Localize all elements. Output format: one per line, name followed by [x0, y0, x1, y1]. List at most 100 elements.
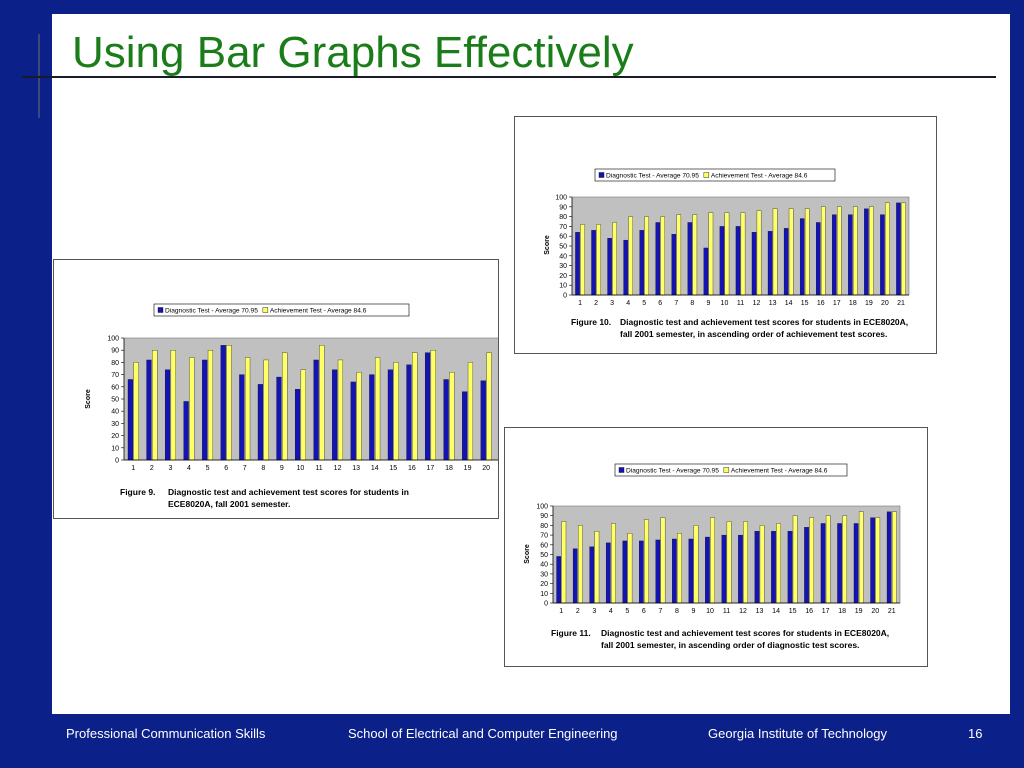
fig9-x-tick-label: 19 [464, 465, 472, 472]
fig9-bar-achievement-10 [300, 369, 306, 461]
fig9-bar-diagnostic-12 [332, 369, 338, 461]
fig10-y-tick-label: 70 [559, 224, 567, 231]
fig10-bar-achievement-19 [869, 206, 874, 296]
fig10-bar-diagnostic-12 [751, 232, 757, 296]
fig10-x-tick-label: 9 [706, 300, 710, 307]
fig9-bar-achievement-7 [245, 357, 251, 461]
fig11-bar-achievement-9 [693, 525, 699, 604]
fig9-legend-swatch-diagnostic [157, 307, 164, 313]
footer: Professional Communication Skills School… [0, 722, 1024, 744]
fig11-bar-diagnostic-19 [853, 523, 859, 604]
fig11-bar-achievement-10 [710, 517, 715, 604]
fig9-x-tick-label: 10 [297, 465, 305, 472]
fig9-y-tick-label: 60 [111, 384, 119, 391]
fig11-bar-diagnostic-10 [705, 536, 710, 604]
fig9-x-tick-label: 13 [352, 465, 360, 472]
fig10-bar-diagnostic-19 [864, 208, 869, 296]
fig11-x-tick-label: 6 [642, 608, 646, 615]
fig10-bar-achievement-18 [853, 206, 858, 296]
fig9-x-tick-label: 20 [482, 465, 490, 472]
figure-9-caption-text: Diagnostic test and achievement test sco… [168, 487, 409, 509]
fig11-y-tick-label: 100 [536, 504, 548, 511]
fig10-x-tick-label: 18 [849, 300, 857, 307]
fig11-bar-diagnostic-7 [655, 539, 661, 604]
fig11-y-tick-label: 10 [540, 591, 548, 598]
fig11-x-tick-label: 16 [805, 608, 813, 615]
fig10-legend-label-achievement: Achievement Test - Average 84.6 [711, 173, 808, 180]
fig9-x-tick-label: 17 [427, 465, 435, 472]
fig9-bar-achievement-13 [356, 372, 362, 461]
fig10-y-tick-label: 100 [555, 195, 567, 202]
fig11-x-tick-label: 4 [609, 608, 613, 615]
fig10-x-tick-label: 10 [721, 300, 729, 307]
fig9-x-tick-label: 15 [389, 465, 397, 472]
fig11-bar-achievement-1 [561, 521, 567, 604]
fig10-bar-achievement-10 [724, 212, 730, 296]
fig10-x-tick-label: 1 [578, 300, 582, 307]
fig11-y-tick-label: 80 [540, 523, 548, 530]
fig11-legend [614, 463, 848, 477]
fig10-bar-achievement-1 [580, 224, 585, 296]
fig9-y-tick-label: 20 [111, 433, 119, 440]
fig9-bar-achievement-1 [133, 362, 139, 461]
fig11-bar-diagnostic-15 [787, 531, 793, 604]
fig11-y-axis-label: Score [524, 544, 531, 564]
fig10-x-tick-label: 12 [753, 300, 761, 307]
fig11-x-tick-label: 19 [855, 608, 863, 615]
fig10-bar-achievement-12 [756, 210, 762, 296]
fig10-bar-diagnostic-10 [719, 226, 725, 296]
fig11-y-tick-label: 40 [540, 562, 548, 569]
fig9-y-tick-label: 80 [111, 360, 119, 367]
fig11-y-tick-label: 30 [540, 571, 548, 578]
fig11-bar-achievement-4 [611, 523, 616, 604]
fig10-bar-diagnostic-1 [575, 232, 580, 296]
fig11-bar-diagnostic-20 [870, 517, 875, 604]
fig11-x-tick-label: 5 [625, 608, 629, 615]
fig9-bar-diagnostic-4 [183, 401, 189, 461]
fig9-legend-swatch-achievement [262, 307, 269, 313]
fig11-bar-diagnostic-1 [556, 556, 561, 604]
fig10-bar-diagnostic-20 [880, 214, 885, 296]
fig9-bar-diagnostic-2 [146, 359, 152, 461]
fig10-y-axis-label: Score [544, 235, 551, 255]
fig11-bar-diagnostic-2 [572, 548, 578, 604]
fig11-y-tick-label: 70 [540, 533, 548, 540]
footer-school: School of Electrical and Computer Engine… [348, 726, 618, 741]
fig11-bar-diagnostic-6 [639, 540, 644, 604]
fig10-y-tick-label: 30 [559, 263, 567, 270]
fig9-bar-diagnostic-5 [202, 359, 208, 461]
figure-11-caption-number: Figure 11. [551, 628, 591, 638]
fig10-bar-achievement-7 [676, 214, 682, 296]
footer-institute: Georgia Institute of Technology [708, 726, 887, 741]
fig11-bar-achievement-11 [726, 521, 732, 604]
fig10-y-tick-label: 90 [559, 204, 567, 211]
fig11-bar-diagnostic-3 [589, 546, 595, 604]
figure-10-caption-number: Figure 10. [571, 317, 612, 327]
fig10-bar-achievement-2 [596, 224, 601, 296]
fig11-bar-achievement-3 [594, 531, 600, 604]
fig10-bar-diagnostic-14 [783, 228, 789, 296]
fig11-bar-achievement-2 [578, 525, 583, 604]
fig10-bar-diagnostic-13 [767, 231, 773, 296]
fig11-y-tick-label: 90 [540, 513, 548, 520]
fig9-bar-achievement-20 [486, 352, 492, 461]
fig10-legend [594, 168, 836, 182]
figure-11-caption-text: Diagnostic test and achievement test sco… [601, 628, 890, 650]
fig10-bar-diagnostic-11 [735, 226, 741, 296]
fig9-bar-achievement-11 [319, 345, 325, 461]
fig10-bar-diagnostic-8 [687, 222, 693, 296]
fig9-x-tick-label: 2 [150, 465, 154, 472]
fig9-x-tick-label: 7 [243, 465, 247, 472]
fig10-x-tick-label: 17 [833, 300, 841, 307]
fig11-bar-achievement-20 [875, 517, 881, 604]
fig9-legend [153, 303, 410, 317]
fig9-bar-diagnostic-7 [239, 374, 245, 461]
fig11-plot-area [552, 505, 901, 604]
fig10-bar-achievement-3 [612, 222, 617, 296]
fig9-x-tick-label: 1 [131, 465, 135, 472]
fig9-bar-diagnostic-9 [276, 376, 282, 461]
fig9-x-tick-label: 14 [371, 465, 379, 472]
fig10-legend-swatch-achievement [703, 172, 710, 178]
